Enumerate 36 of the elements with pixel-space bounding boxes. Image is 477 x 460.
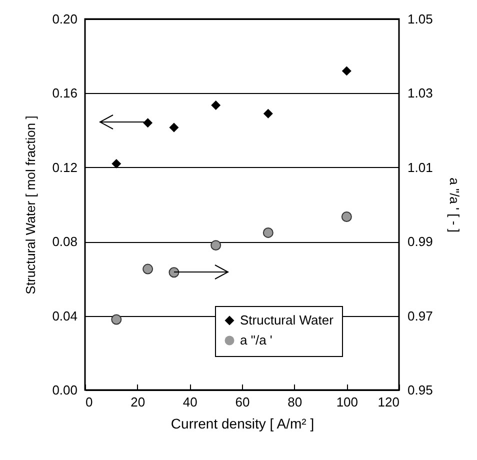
point [210, 240, 222, 251]
point [263, 108, 273, 118]
point [211, 100, 221, 110]
x-axis-title: Current density [ A/m² ] [170, 416, 314, 432]
point [342, 66, 352, 76]
x-tick-label: 120 [378, 394, 400, 410]
x-tick-label: 20 [130, 394, 146, 410]
point [142, 264, 154, 274]
y-tick-label: 0.08 [52, 234, 78, 250]
y-tick-label: 0.04 [52, 308, 78, 324]
y-tick-label: 0.20 [52, 12, 78, 26]
y-tick-label: 0.12 [52, 160, 78, 175]
point [341, 212, 352, 222]
x-tick-label: 40 [182, 394, 198, 410]
x-tick-label: 0 [86, 394, 93, 410]
legend-label: a "/a ' [240, 332, 272, 348]
point [169, 122, 179, 132]
legend-label: Structural Water [240, 312, 334, 328]
x-tick-label: 60 [235, 394, 250, 410]
point [143, 118, 153, 128]
point [168, 267, 180, 278]
y2-tick-label: 0.97 [408, 308, 433, 324]
point [262, 227, 274, 238]
y-tick-label: 0.00 [52, 382, 78, 398]
point [111, 314, 122, 325]
y2-tick-label: 1.05 [408, 12, 433, 26]
y2-axis-title: a "/a ' [ - ] [446, 178, 462, 232]
y-tick-label: 0.16 [52, 86, 78, 101]
x-tick-label: 100 [336, 394, 358, 410]
y-axis-title: Structural Water [ mol fraction ] [23, 116, 38, 294]
point [112, 158, 122, 168]
x-tick-label: 80 [288, 394, 302, 410]
y2-tick-label: 1.03 [408, 86, 433, 101]
y2-tick-label: 0.99 [408, 234, 433, 250]
y2-tick-label: 1.01 [408, 160, 433, 175]
y2-tick-label: 0.95 [408, 382, 433, 398]
